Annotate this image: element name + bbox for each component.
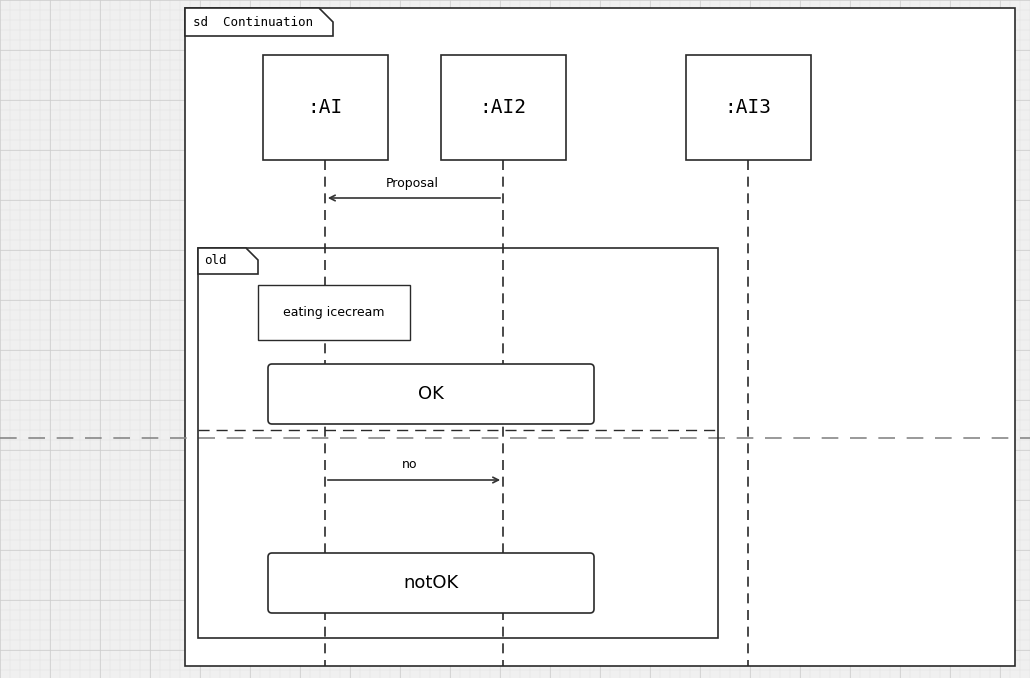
FancyBboxPatch shape bbox=[268, 553, 594, 613]
Text: :AI: :AI bbox=[307, 98, 343, 117]
Polygon shape bbox=[185, 8, 333, 36]
Bar bbox=[263, 55, 387, 160]
Text: eating icecream: eating icecream bbox=[283, 306, 385, 319]
Text: old: old bbox=[204, 254, 227, 268]
Text: :AI2: :AI2 bbox=[480, 98, 526, 117]
Text: no: no bbox=[403, 458, 418, 471]
Text: OK: OK bbox=[418, 385, 444, 403]
Text: Proposal: Proposal bbox=[385, 177, 439, 190]
Bar bbox=[198, 248, 718, 638]
FancyBboxPatch shape bbox=[268, 364, 594, 424]
Bar bbox=[185, 8, 1015, 666]
Bar bbox=[258, 285, 410, 340]
Polygon shape bbox=[198, 248, 258, 274]
Bar bbox=[686, 55, 811, 160]
Text: notOK: notOK bbox=[404, 574, 458, 592]
Text: sd  Continuation: sd Continuation bbox=[193, 16, 313, 28]
Text: :AI3: :AI3 bbox=[724, 98, 771, 117]
Bar bbox=[441, 55, 565, 160]
